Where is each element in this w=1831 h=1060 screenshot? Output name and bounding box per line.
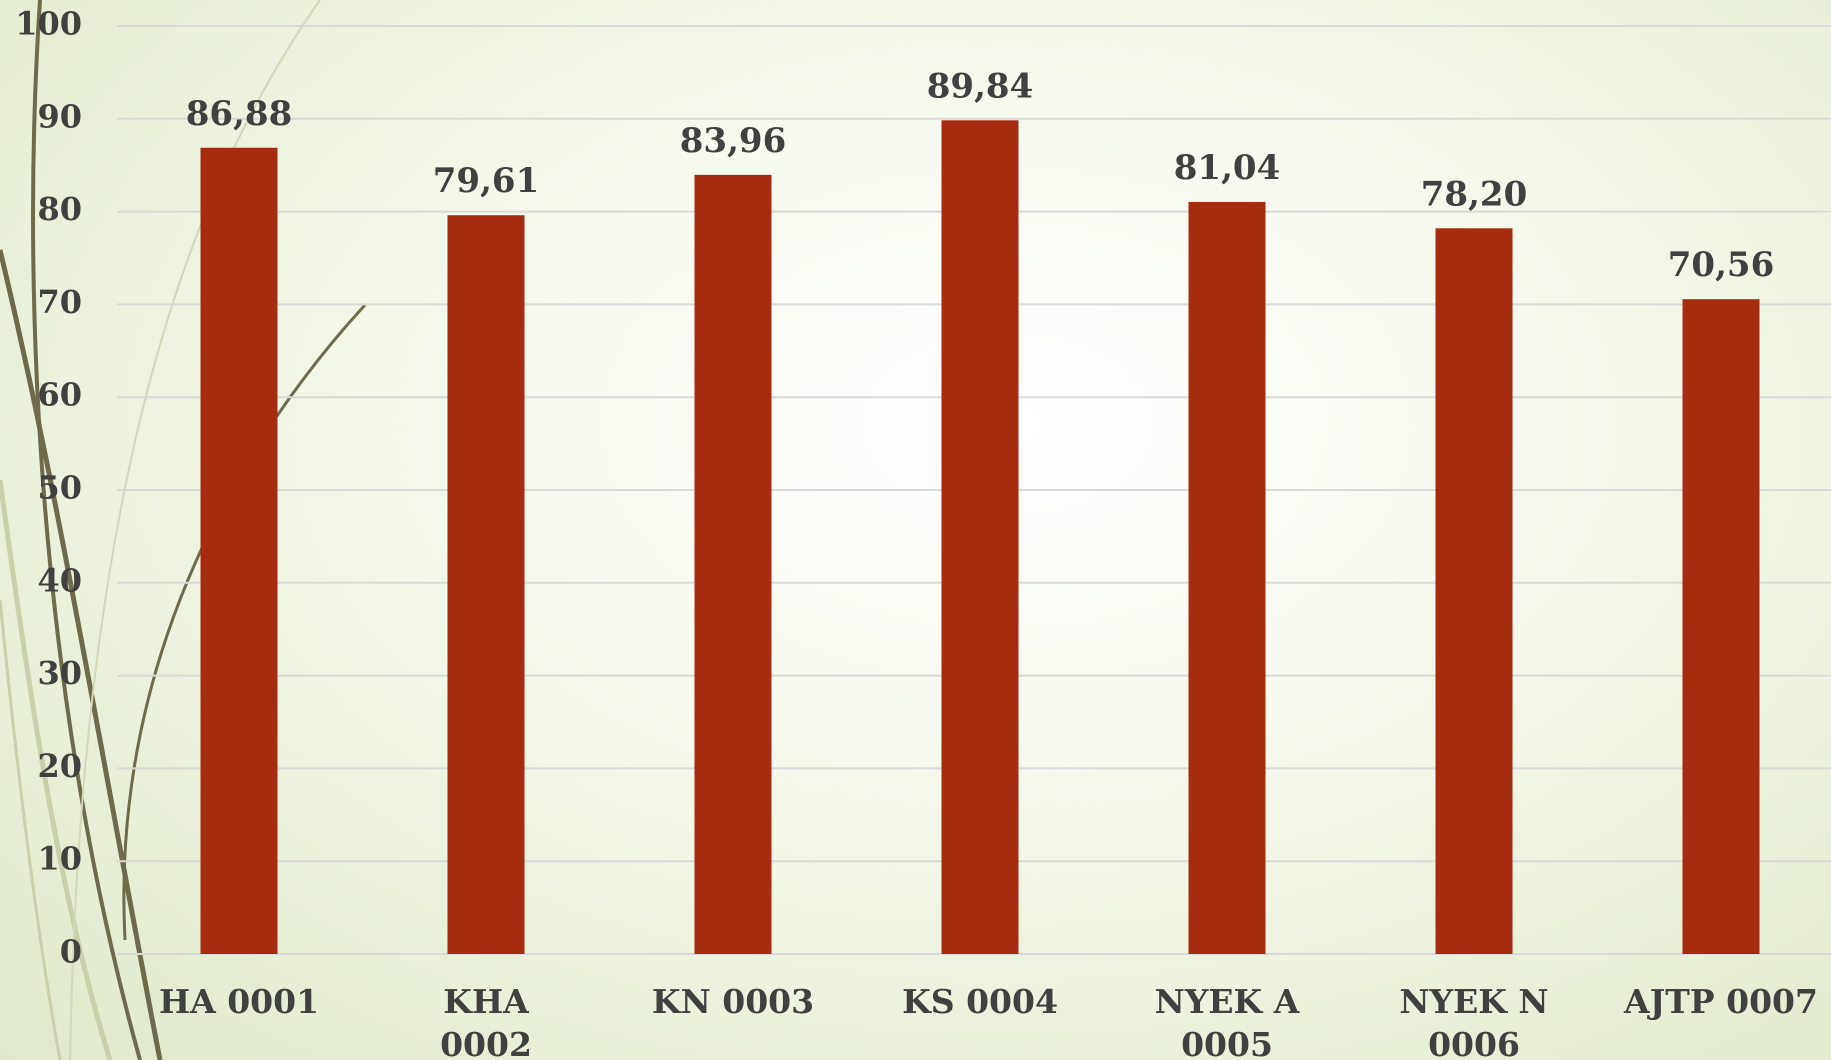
- decoration: [0, 0, 367, 1060]
- y-tick-label: 70: [37, 283, 82, 321]
- y-tick-label: 90: [37, 97, 82, 135]
- x-tick-label: NYEK A 0005: [1154, 982, 1300, 1060]
- y-tick-label: 50: [37, 469, 82, 507]
- data-label: 79,61: [433, 161, 539, 201]
- data-label: 81,04: [1174, 148, 1280, 188]
- bar: [1188, 201, 1266, 955]
- x-tick-label: KHA 0002: [440, 982, 532, 1060]
- bar: [1682, 299, 1760, 954]
- bar: [694, 174, 772, 954]
- bar: [200, 147, 278, 954]
- y-tick-label: 80: [37, 190, 82, 228]
- x-tick-label: KS 0004: [902, 982, 1058, 1021]
- y-tick-label: 10: [37, 840, 82, 878]
- x-tick-label: KN 0003: [651, 982, 815, 1021]
- y-tick-label: 100: [15, 5, 82, 43]
- y-tick-label: 60: [37, 376, 82, 414]
- y-tick-label: 20: [37, 747, 82, 785]
- x-tick-label: AJTP 0007: [1624, 982, 1818, 1021]
- y-tick-label: 40: [37, 561, 82, 599]
- y-tick-label: 0: [60, 933, 82, 971]
- data-label: 89,84: [927, 66, 1033, 106]
- data-label: 86,88: [186, 94, 292, 134]
- x-tick-label: NYEK N 0006: [1399, 982, 1549, 1060]
- bar: [941, 120, 1019, 955]
- data-label: 78,20: [1421, 174, 1527, 214]
- x-tick-label: HA 0001: [158, 982, 320, 1021]
- data-label: 70,56: [1668, 245, 1774, 285]
- bar: [447, 215, 525, 955]
- y-tick-label: 30: [37, 654, 82, 692]
- bar: [1435, 228, 1513, 954]
- data-label: 83,96: [680, 121, 786, 161]
